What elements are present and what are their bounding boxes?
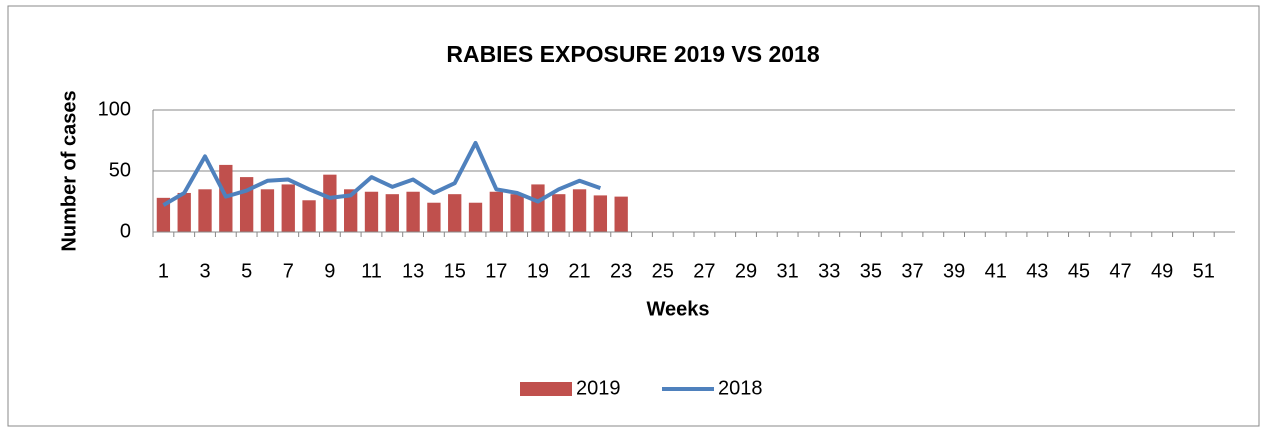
x-tick-label: 21 bbox=[568, 260, 590, 282]
x-tick-label: 31 bbox=[777, 260, 799, 282]
x-tick-label: 9 bbox=[324, 260, 335, 282]
x-tick-label: 13 bbox=[402, 260, 424, 282]
bar bbox=[239, 177, 254, 232]
x-tick-label: 25 bbox=[652, 260, 674, 282]
legend-label: 2019 bbox=[576, 377, 621, 399]
bar bbox=[593, 195, 608, 232]
x-tick-label: 45 bbox=[1068, 260, 1090, 282]
x-tick-label: 47 bbox=[1109, 260, 1131, 282]
bar bbox=[531, 184, 545, 232]
y-tick-label: 100 bbox=[98, 98, 131, 120]
bar bbox=[614, 196, 628, 232]
x-tick-label: 17 bbox=[485, 260, 507, 282]
bar bbox=[572, 189, 587, 232]
bar bbox=[468, 202, 483, 232]
x-axis-title: Weeks bbox=[646, 298, 709, 320]
x-tick-label: 43 bbox=[1026, 260, 1048, 282]
x-tick-label: 11 bbox=[361, 260, 382, 282]
x-tick-label: 29 bbox=[735, 260, 757, 282]
x-tick-label: 5 bbox=[241, 260, 252, 282]
bar bbox=[302, 200, 316, 232]
legend-label: 2018 bbox=[718, 377, 763, 399]
bar bbox=[552, 194, 566, 232]
bar bbox=[427, 202, 441, 232]
chart-title: RABIES EXPOSURE 2019 VS 2018 bbox=[446, 41, 819, 67]
x-tick-label: 35 bbox=[860, 260, 882, 282]
bar bbox=[156, 197, 171, 232]
x-tick-label: 15 bbox=[444, 260, 466, 282]
y-tick-label: 0 bbox=[120, 220, 131, 242]
y-tick-label: 50 bbox=[109, 159, 131, 181]
x-tick-label: 41 bbox=[985, 260, 1007, 282]
x-tick-label: 33 bbox=[818, 260, 840, 282]
x-tick-label: 3 bbox=[199, 260, 210, 282]
bar bbox=[364, 191, 379, 232]
bar bbox=[323, 174, 337, 232]
chart-frame bbox=[7, 5, 1260, 427]
bar bbox=[448, 194, 462, 232]
legend-swatch bbox=[520, 382, 572, 396]
bar bbox=[385, 194, 399, 232]
bar bbox=[344, 189, 358, 232]
bar bbox=[177, 192, 191, 232]
bar bbox=[406, 191, 420, 232]
bar bbox=[260, 189, 275, 232]
x-tick-label: 51 bbox=[1193, 260, 1215, 282]
line bbox=[162, 140, 602, 207]
x-tick-label: 7 bbox=[283, 260, 294, 282]
bar bbox=[281, 184, 295, 232]
bar bbox=[510, 194, 524, 232]
y-axis-title: Number of cases bbox=[58, 90, 80, 251]
x-tick-label: 49 bbox=[1151, 260, 1173, 282]
x-tick-label: 1 bbox=[158, 260, 169, 282]
x-tick-label: 19 bbox=[527, 260, 549, 282]
x-tick-label: 27 bbox=[693, 260, 715, 282]
x-tick-label: 23 bbox=[610, 260, 632, 282]
bar bbox=[489, 191, 503, 232]
x-tick-label: 39 bbox=[943, 260, 965, 282]
x-tick-label: 37 bbox=[901, 260, 923, 282]
bar bbox=[198, 189, 212, 232]
